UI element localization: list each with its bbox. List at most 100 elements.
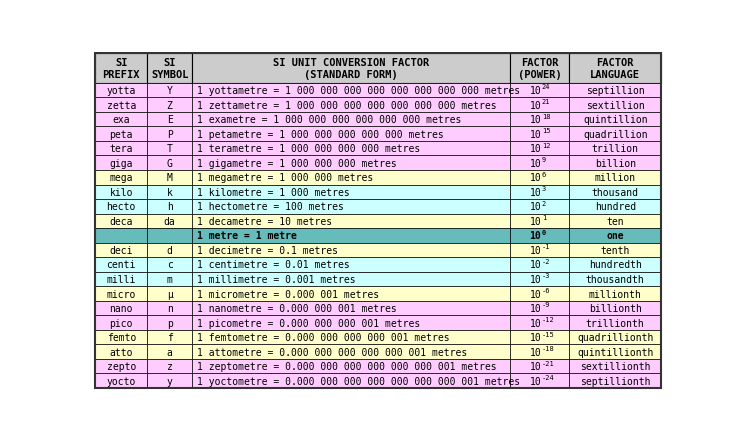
Bar (192, 258, 510, 272)
Text: y: y (167, 376, 173, 386)
Text: da: da (164, 216, 176, 226)
Bar (148, 84, 192, 98)
Text: SI
SYMBOL: SI SYMBOL (151, 58, 188, 80)
Text: 10: 10 (530, 231, 542, 241)
Bar (95, 374, 148, 388)
Bar (192, 229, 510, 243)
Text: 10: 10 (530, 115, 542, 125)
Text: atto: atto (109, 347, 133, 357)
Bar (148, 54, 192, 84)
Text: 21: 21 (542, 99, 551, 105)
Text: 1 megametre = 1 000 000 metres: 1 megametre = 1 000 000 metres (196, 173, 373, 183)
Bar (569, 113, 661, 127)
Bar (148, 359, 192, 374)
Bar (192, 200, 510, 214)
Text: m: m (167, 274, 173, 284)
Text: P: P (167, 129, 173, 139)
Text: 10: 10 (530, 260, 542, 270)
Text: 2: 2 (542, 200, 546, 206)
Text: μ: μ (167, 289, 173, 299)
Bar (510, 229, 569, 243)
Bar (95, 185, 148, 200)
Bar (95, 156, 148, 171)
Bar (569, 258, 661, 272)
Text: 10: 10 (530, 347, 542, 357)
Bar (192, 185, 510, 200)
Bar (95, 127, 148, 141)
Bar (192, 243, 510, 258)
Text: 1 decimetre = 0.1 metres: 1 decimetre = 0.1 metres (196, 245, 337, 255)
Text: -18: -18 (542, 345, 555, 351)
Text: 18: 18 (542, 113, 551, 119)
Text: sextillionth: sextillionth (580, 361, 650, 371)
Text: femto: femto (106, 332, 136, 343)
Text: 1 centimetre = 0.01 metres: 1 centimetre = 0.01 metres (196, 260, 349, 270)
Text: 15: 15 (542, 128, 551, 134)
Bar (510, 286, 569, 301)
Bar (192, 330, 510, 345)
Bar (95, 359, 148, 374)
Text: FACTOR
LANGUAGE: FACTOR LANGUAGE (590, 58, 641, 80)
Text: -2: -2 (542, 258, 551, 264)
Bar (510, 156, 569, 171)
Bar (192, 286, 510, 301)
Text: 1 attometre = 0.000 000 000 000 000 001 metres: 1 attometre = 0.000 000 000 000 000 001 … (196, 347, 466, 357)
Text: 10: 10 (530, 100, 542, 110)
Bar (510, 345, 569, 359)
Bar (192, 301, 510, 316)
Text: 1 hectometre = 100 metres: 1 hectometre = 100 metres (196, 202, 343, 212)
Text: SI UNIT CONVERSION FACTOR
(STANDARD FORM): SI UNIT CONVERSION FACTOR (STANDARD FORM… (273, 58, 429, 80)
Text: c: c (167, 260, 173, 270)
Bar (510, 54, 569, 84)
Text: 10: 10 (530, 129, 542, 139)
Text: tera: tera (109, 144, 133, 154)
Text: 1 zeptometre = 0.000 000 000 000 000 000 001 metres: 1 zeptometre = 0.000 000 000 000 000 000… (196, 361, 496, 371)
Bar (192, 84, 510, 98)
Bar (569, 286, 661, 301)
Text: 10: 10 (530, 202, 542, 212)
Text: sextillion: sextillion (586, 100, 645, 110)
Text: kilo: kilo (109, 187, 133, 198)
Bar (148, 374, 192, 388)
Text: -1: -1 (542, 244, 551, 250)
Bar (510, 359, 569, 374)
Bar (510, 171, 569, 185)
Bar (148, 98, 192, 113)
Bar (569, 374, 661, 388)
Text: 10: 10 (530, 144, 542, 154)
Text: 1 exametre = 1 000 000 000 000 000 000 metres: 1 exametre = 1 000 000 000 000 000 000 m… (196, 115, 461, 125)
Bar (192, 272, 510, 286)
Text: E: E (167, 115, 173, 125)
Bar (95, 229, 148, 243)
Text: micro: micro (106, 289, 136, 299)
Bar (148, 113, 192, 127)
Text: Z: Z (167, 100, 173, 110)
Text: 1 picometre = 0.000 000 000 001 metres: 1 picometre = 0.000 000 000 001 metres (196, 318, 420, 328)
Bar (569, 359, 661, 374)
Bar (192, 54, 510, 84)
Text: T: T (167, 144, 173, 154)
Text: billionth: billionth (589, 304, 642, 313)
Text: giga: giga (109, 159, 133, 168)
Bar (569, 200, 661, 214)
Text: 10: 10 (530, 86, 542, 96)
Bar (95, 286, 148, 301)
Bar (95, 330, 148, 345)
Bar (510, 316, 569, 330)
Bar (148, 171, 192, 185)
Text: 1 kilometre = 1 000 metres: 1 kilometre = 1 000 metres (196, 187, 349, 198)
Bar (148, 156, 192, 171)
Text: z: z (167, 361, 173, 371)
Text: 12: 12 (542, 142, 551, 148)
Text: 1: 1 (542, 215, 546, 221)
Bar (148, 185, 192, 200)
Text: quintillionth: quintillionth (577, 347, 653, 357)
Text: deca: deca (109, 216, 133, 226)
Bar (569, 127, 661, 141)
Bar (95, 316, 148, 330)
Text: -6: -6 (542, 287, 551, 293)
Bar (148, 214, 192, 229)
Bar (148, 258, 192, 272)
Bar (510, 330, 569, 345)
Bar (192, 214, 510, 229)
